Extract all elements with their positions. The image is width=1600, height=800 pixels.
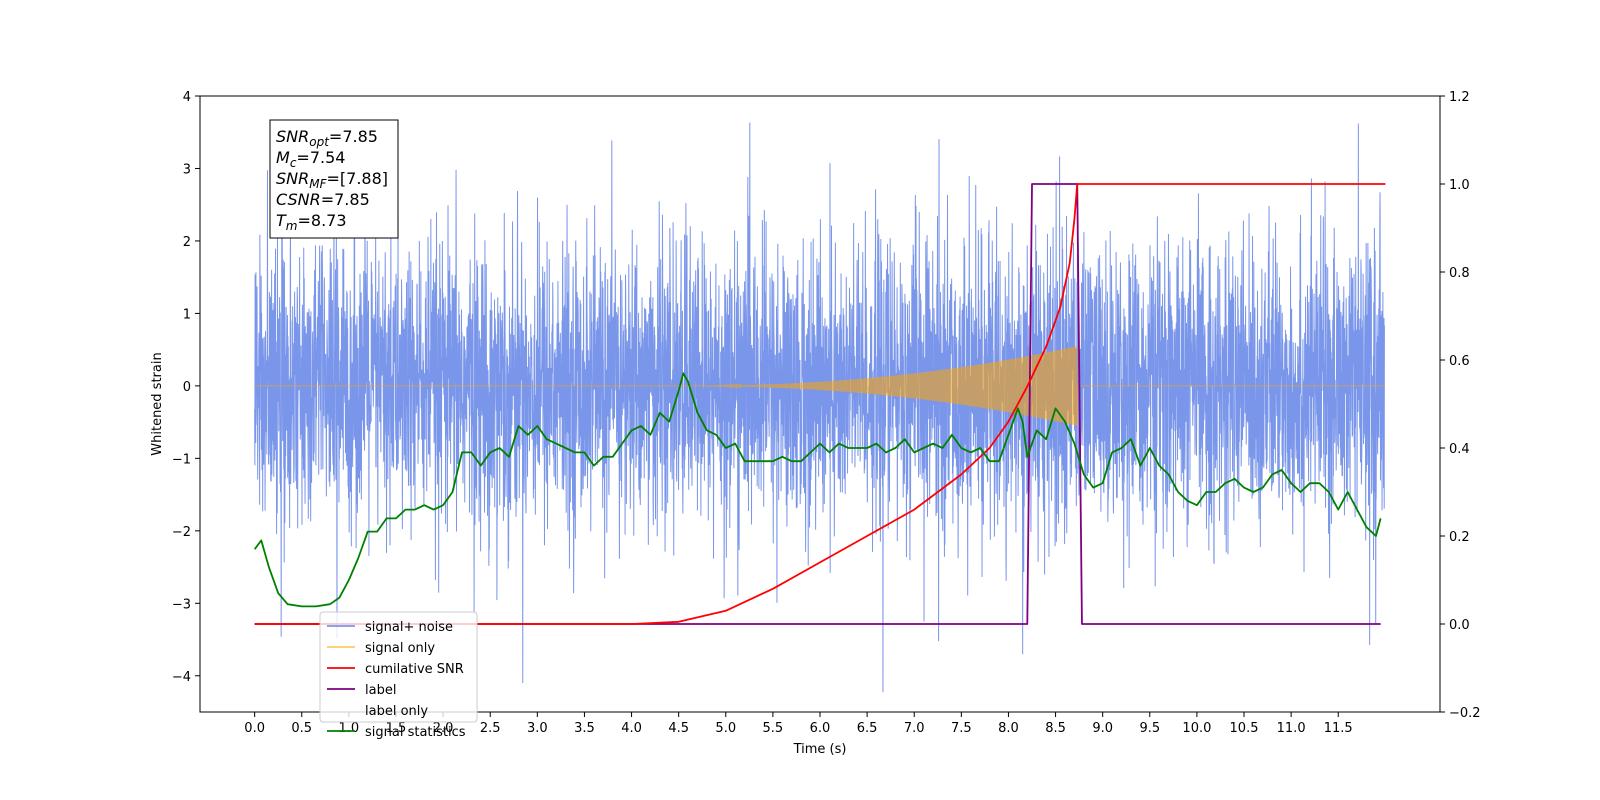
y-tick-label-left: −3 (172, 597, 191, 612)
y-tick-label-right: −0.2 (1449, 706, 1481, 721)
y-tick-label-left: −4 (172, 670, 191, 685)
x-tick-label: 8.0 (998, 721, 1019, 736)
annotation-line: CSNR=7.85 (276, 190, 370, 209)
legend-frame (319, 611, 478, 723)
legend-label: label only (365, 704, 428, 719)
x-tick-label: 6.0 (810, 721, 831, 736)
y-tick-label-right: 1.2 (1449, 90, 1470, 105)
x-tick-label: 1.0 (339, 721, 360, 736)
x-tick-label: 4.0 (621, 721, 642, 736)
x-tick-label: 7.0 (904, 721, 925, 736)
x-tick-label: 2.0 (433, 721, 454, 736)
x-tick-label: 10.0 (1182, 721, 1211, 736)
annotation-box-frame (269, 119, 399, 239)
series-signal-statistics (253, 372, 1382, 608)
y-tick-label-left: 3 (183, 162, 191, 177)
x-tick-label: 6.5 (857, 721, 878, 736)
x-tick-label: 2.5 (480, 721, 501, 736)
x-tick-label: 5.5 (763, 721, 784, 736)
legend: signal+ noise signal only cumilative SNR la… (319, 611, 478, 740)
y-tick-label-left: 2 (183, 235, 191, 250)
x-axis: 0.0 0.5 1.0 1.5 2.0 2.5 3.0 3.5 4.0 4.5 5.0 5.5 6.0 6… (244, 712, 1353, 736)
legend-label: signal statistics (365, 725, 466, 740)
x-tick-label: 3.0 (527, 721, 548, 736)
annotation-line: Tm=8.73 (276, 211, 347, 233)
y-tick-label-left: 1 (183, 307, 191, 322)
x-tick-label: 7.5 (951, 721, 972, 736)
y-tick-label-right: 0.2 (1449, 530, 1470, 545)
y-axis-left: 4 3 2 1 0 −1 −2 −3 −4 (172, 90, 200, 685)
y-tick-label-left: 0 (183, 380, 191, 395)
legend-label: label (365, 683, 396, 698)
x-tick-label: 9.0 (1092, 721, 1113, 736)
x-axis-label: Time (s) (793, 742, 847, 757)
x-tick-label: 8.5 (1045, 721, 1066, 736)
annotation-line: SNRMF=[7.88] (276, 169, 388, 191)
y-tick-label-right: 0.4 (1449, 442, 1470, 457)
y-axis-label: Whitened strain (150, 352, 165, 455)
y-tick-label-right: 0.0 (1449, 618, 1470, 633)
y-tick-label-left: 4 (183, 90, 191, 105)
x-tick-label: 4.5 (668, 721, 689, 736)
legend-label: signal only (365, 641, 435, 656)
annotation-line: SNRopt=7.85 (276, 127, 378, 149)
x-tick-label: 0.5 (291, 721, 312, 736)
plot-layer (253, 122, 1386, 693)
legend-label: cumilative SNR (365, 662, 464, 677)
x-tick-label: 0.0 (244, 721, 265, 736)
series-signal-noise (254, 122, 1385, 693)
x-tick-label: 11.0 (1277, 721, 1306, 736)
legend-label: signal+ noise (365, 620, 453, 635)
series-label (254, 183, 1381, 625)
series-cumulative-snr (254, 183, 1386, 625)
y-axis-right: 1.2 1.0 0.8 0.6 0.4 0.2 0.0 −0.2 (1440, 90, 1481, 721)
y-tick-label-right: 1.0 (1449, 178, 1470, 193)
x-tick-label: 1.5 (386, 721, 407, 736)
x-tick-label: 9.5 (1139, 721, 1160, 736)
y-tick-label-left: −2 (172, 525, 191, 540)
x-tick-label: 11.5 (1324, 721, 1353, 736)
series-signal-only (254, 346, 1386, 426)
annotation-line: Mc=7.54 (276, 148, 345, 170)
x-tick-label: 5.0 (715, 721, 736, 736)
y-tick-label-right: 0.8 (1449, 266, 1470, 281)
y-tick-label-right: 0.6 (1449, 354, 1470, 369)
x-tick-label: 10.5 (1230, 721, 1259, 736)
x-tick-label: 3.5 (574, 721, 595, 736)
y-tick-label-left: −1 (172, 452, 191, 467)
